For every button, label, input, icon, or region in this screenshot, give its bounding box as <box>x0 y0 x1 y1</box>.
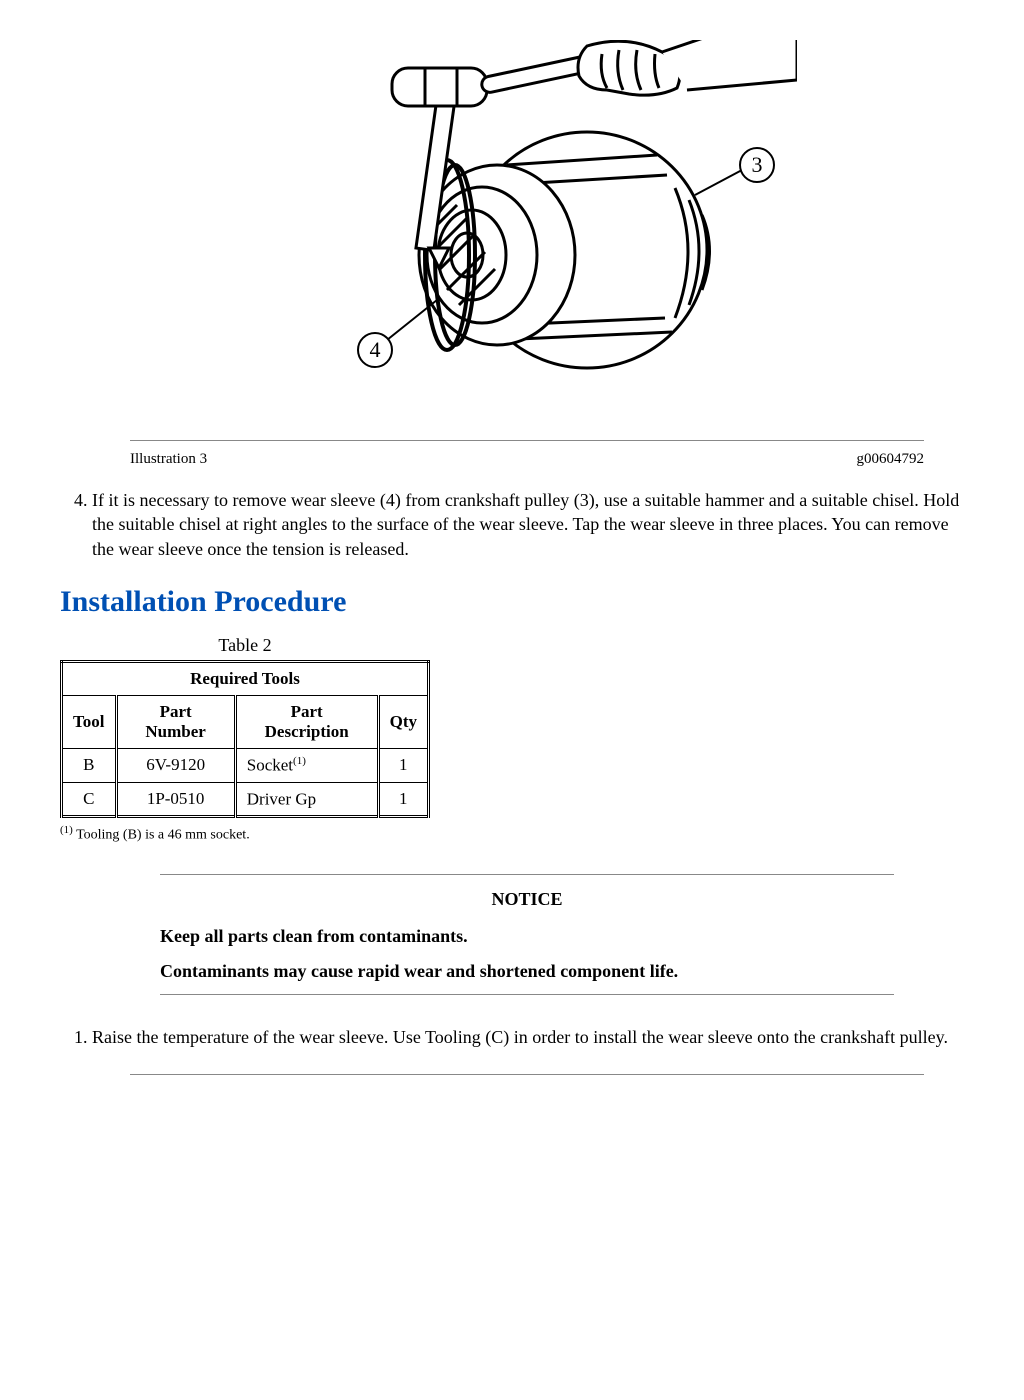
notice-line-2: Contaminants may cause rapid wear and sh… <box>160 959 894 984</box>
callout-4-label: 4 <box>370 337 381 362</box>
notice-title: NOTICE <box>160 889 894 910</box>
illustration-caption-right: g00604792 <box>857 451 925 468</box>
divider <box>160 874 894 875</box>
table-header: Required Tools <box>62 661 429 695</box>
divider <box>130 1074 924 1075</box>
cell-desc: Socket(1) <box>235 748 378 782</box>
notice-line-1: Keep all parts clean from contaminants. <box>160 924 894 949</box>
col-tool: Tool <box>62 695 117 748</box>
notice-block: NOTICE Keep all parts clean from contami… <box>160 874 894 995</box>
cell-tool: B <box>62 748 117 782</box>
step-1: Raise the temperature of the wear sleeve… <box>92 1025 964 1049</box>
cell-tool: C <box>62 782 117 817</box>
cell-qty: 1 <box>378 748 428 782</box>
callout-3-label: 3 <box>752 152 763 177</box>
col-partnumber: Part Number <box>116 695 235 748</box>
table-caption: Table 2 <box>60 635 430 656</box>
illustration-caption-left: Illustration 3 <box>130 451 207 468</box>
divider <box>130 440 924 441</box>
table-footnote: (1) Tooling (B) is a 46 mm socket. <box>60 824 964 844</box>
required-tools-table: Required Tools Tool Part Number Part Des… <box>60 660 430 818</box>
install-steps: Raise the temperature of the wear sleeve… <box>60 1025 964 1049</box>
illustration-block: 3 4 Illustration 3 g00604792 <box>130 40 924 468</box>
table-row: B 6V-9120 Socket(1) 1 <box>62 748 429 782</box>
notice-body: Keep all parts clean from contaminants. … <box>160 924 894 984</box>
table-row: C 1P-0510 Driver Gp 1 <box>62 782 429 817</box>
removal-steps: If it is necessary to remove wear sleeve… <box>60 488 964 561</box>
cell-qty: 1 <box>378 782 428 817</box>
cell-desc: Driver Gp <box>235 782 378 817</box>
illustration-3: 3 4 <box>257 40 797 420</box>
col-partdesc: Part Description <box>235 695 378 748</box>
illustration-caption: Illustration 3 g00604792 <box>130 451 924 468</box>
table-block: Table 2 Required Tools Tool Part Number … <box>60 635 964 844</box>
section-heading: Installation Procedure <box>60 585 964 619</box>
divider <box>160 994 894 995</box>
col-qty: Qty <box>378 695 428 748</box>
cell-pn: 1P-0510 <box>116 782 235 817</box>
cell-pn: 6V-9120 <box>116 748 235 782</box>
step-4: If it is necessary to remove wear sleeve… <box>92 488 964 561</box>
